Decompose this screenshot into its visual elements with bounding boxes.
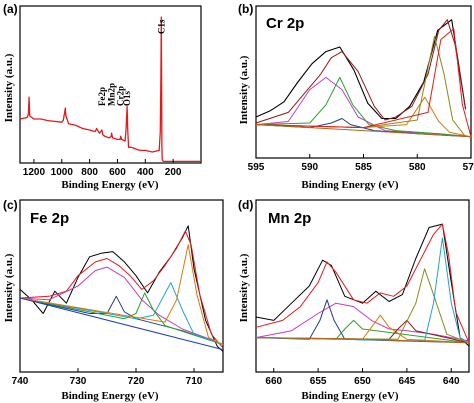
- panel-c-series-4: [19, 292, 224, 345]
- panel-a-xtick-label-3: 600: [109, 167, 126, 178]
- panel-d-xtick-label-0: 660: [265, 376, 282, 387]
- panel-c-series-1: [19, 230, 224, 349]
- panel-c-series-7: [19, 297, 224, 351]
- panel-a-peak-label-3: O1s: [122, 90, 132, 106]
- panel-d-ylabel: Intensity (a.u.): [238, 253, 250, 322]
- panel-c-series-5: [19, 282, 224, 345]
- panel-a-xtick-label-5: 200: [165, 167, 182, 178]
- panel-c: (c) Fe 2p 740 730 720 710 Binding Energy (e…: [3, 198, 224, 402]
- panel-c-ticks: 740 730 720 710: [12, 368, 203, 387]
- panel-b-series-8: [255, 124, 472, 138]
- panel-c-xlabel: Binding Energy (eV): [61, 390, 159, 402]
- panel-a-peak-label-2: Cr2p: [116, 86, 126, 106]
- panel-d-series-2: [255, 302, 470, 342]
- panel-d-series-7: [255, 268, 470, 344]
- panel-b-title: Cr 2p: [266, 15, 304, 32]
- panel-b-xtick-label-4: 575: [463, 162, 474, 173]
- panel-b-series-1: [255, 19, 467, 124]
- panel-a-series-0: [19, 16, 201, 163]
- panel-b-series: [255, 19, 472, 138]
- panel-d-letter: (d): [238, 198, 253, 212]
- panel-a-xtick-label-0: 1200: [23, 167, 46, 178]
- panel-b-xlabel: Binding Energy (eV): [301, 179, 399, 191]
- panel-c-xtick-label-3: 710: [186, 376, 203, 387]
- panel-b-xtick-label-2: 585: [355, 162, 372, 173]
- panel-b-series-3: [255, 76, 472, 138]
- panel-c-xtick-label-2: 720: [128, 376, 145, 387]
- panel-d-ticks: 660 655 650 645 640: [265, 368, 460, 387]
- panel-a-series: [19, 16, 201, 163]
- panel-c-xtick-label-0: 740: [12, 376, 29, 387]
- panel-b-ylabel: Intensity (a.u.): [238, 55, 250, 124]
- panel-d-series: [255, 223, 470, 347]
- panel-d-title: Mn 2p: [268, 210, 311, 227]
- panel-a-xtick-label-1: 1000: [51, 167, 74, 178]
- panel-b: (b) Cr 2p 595 590 585 580 575 Binding Energy…: [238, 2, 474, 191]
- panel-c-frame: [19, 199, 224, 373]
- panel-c-title: Fe 2p: [30, 210, 69, 227]
- panel-c-ylabel: Intensity (a.u.): [3, 253, 15, 322]
- panel-d-series-8: [255, 237, 470, 344]
- panel-c-xtick-label-1: 730: [70, 376, 87, 387]
- panel-a-peak-label-1: Mn2p: [107, 83, 117, 106]
- panel-c-letter: (c): [3, 198, 18, 212]
- panel-d-xtick-label-1: 655: [310, 376, 327, 387]
- panel-a-ylabel: Intensity (a.u.): [3, 53, 15, 122]
- panel-c-series-0: [19, 225, 224, 352]
- panel-b-series-7: [255, 28, 472, 137]
- panel-d-xtick-label-2: 650: [354, 376, 371, 387]
- panel-a-ticks: 1200 1000 800 600 400 200: [23, 159, 182, 178]
- panel-d-series-0: [255, 223, 470, 347]
- panel-d-series-1: [255, 223, 470, 343]
- panel-a-peak-label-0: Fe2p: [97, 87, 107, 106]
- panel-d-xlabel: Binding Energy (eV): [301, 390, 399, 402]
- panel-a-xtick-label-4: 400: [137, 167, 154, 178]
- panel-b-xtick-label-1: 590: [301, 162, 318, 173]
- panel-c-series-2: [19, 266, 224, 345]
- panel-b-xtick-label-3: 580: [409, 162, 426, 173]
- panel-c-series: [19, 225, 224, 352]
- panel-d: (d) Mn 2p 660 655 650 645 640 Binding Energy…: [238, 198, 470, 402]
- panel-c-series-6: [19, 244, 224, 345]
- panel-b-series-0: [255, 19, 467, 120]
- panel-d-xtick-label-4: 640: [443, 376, 460, 387]
- panel-a-letter: (a): [3, 2, 18, 16]
- panel-b-ticks: 595 590 585 580 575: [248, 154, 474, 173]
- panel-d-series-9: [255, 337, 470, 344]
- panel-b-letter: (b): [238, 2, 253, 16]
- panel-a-xtick-label-2: 800: [81, 167, 98, 178]
- panel-d-xtick-label-3: 645: [399, 376, 416, 387]
- panel-a-frame: [19, 5, 202, 164]
- panel-a-peak-label-4: C1s: [156, 19, 166, 34]
- panel-b-xtick-label-0: 595: [248, 162, 265, 173]
- panel-a-xlabel: Binding Energy (eV): [61, 179, 159, 191]
